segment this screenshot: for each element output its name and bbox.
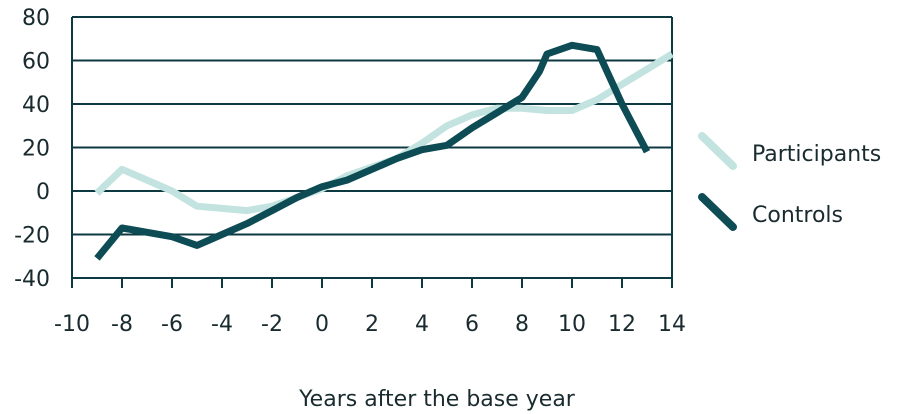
y-tick-label: -40	[14, 267, 50, 292]
x-tick-label: 12	[608, 312, 636, 337]
x-tick-label: 8	[515, 312, 529, 337]
x-tick-label: -2	[261, 312, 283, 337]
axes	[71, 17, 673, 288]
x-tick-label: -8	[111, 312, 133, 337]
series-lines	[94, 41, 674, 261]
x-tick-label: -6	[161, 312, 183, 337]
x-tick-label: 14	[658, 312, 686, 337]
x-tick-labels: -10 -8 -6 -4 -2 0 2 4 6 8 10 12 14	[54, 312, 686, 337]
x-tick-label: -10	[54, 312, 90, 337]
y-tick-label: 80	[22, 6, 50, 31]
x-tick-label: 6	[465, 312, 479, 337]
legend-swatch-participants	[698, 132, 737, 170]
legend-label-controls: Controls	[752, 203, 843, 228]
series-line-participants	[94, 51, 674, 215]
y-tick-label: 0	[36, 180, 50, 205]
y-tick-label: 60	[22, 50, 50, 75]
legend: Participants Controls	[698, 132, 881, 231]
y-tick-labels: 80 60 40 20 0 -20 -40	[14, 6, 50, 292]
x-tick-label: 2	[365, 312, 379, 337]
gridlines	[72, 16, 672, 279]
y-tick-label: -20	[14, 224, 50, 249]
legend-swatch-controls	[698, 193, 737, 231]
legend-label-participants: Participants	[752, 142, 881, 167]
series-line-controls	[94, 41, 651, 261]
x-tick-label: 10	[558, 312, 586, 337]
x-tick-label: -4	[211, 312, 233, 337]
x-tick-label: 4	[415, 312, 429, 337]
x-axis-label: Years after the base year	[298, 387, 576, 412]
y-tick-label: 20	[22, 137, 50, 162]
y-tick-label: 40	[22, 93, 50, 118]
x-tick-label: 0	[315, 312, 329, 337]
